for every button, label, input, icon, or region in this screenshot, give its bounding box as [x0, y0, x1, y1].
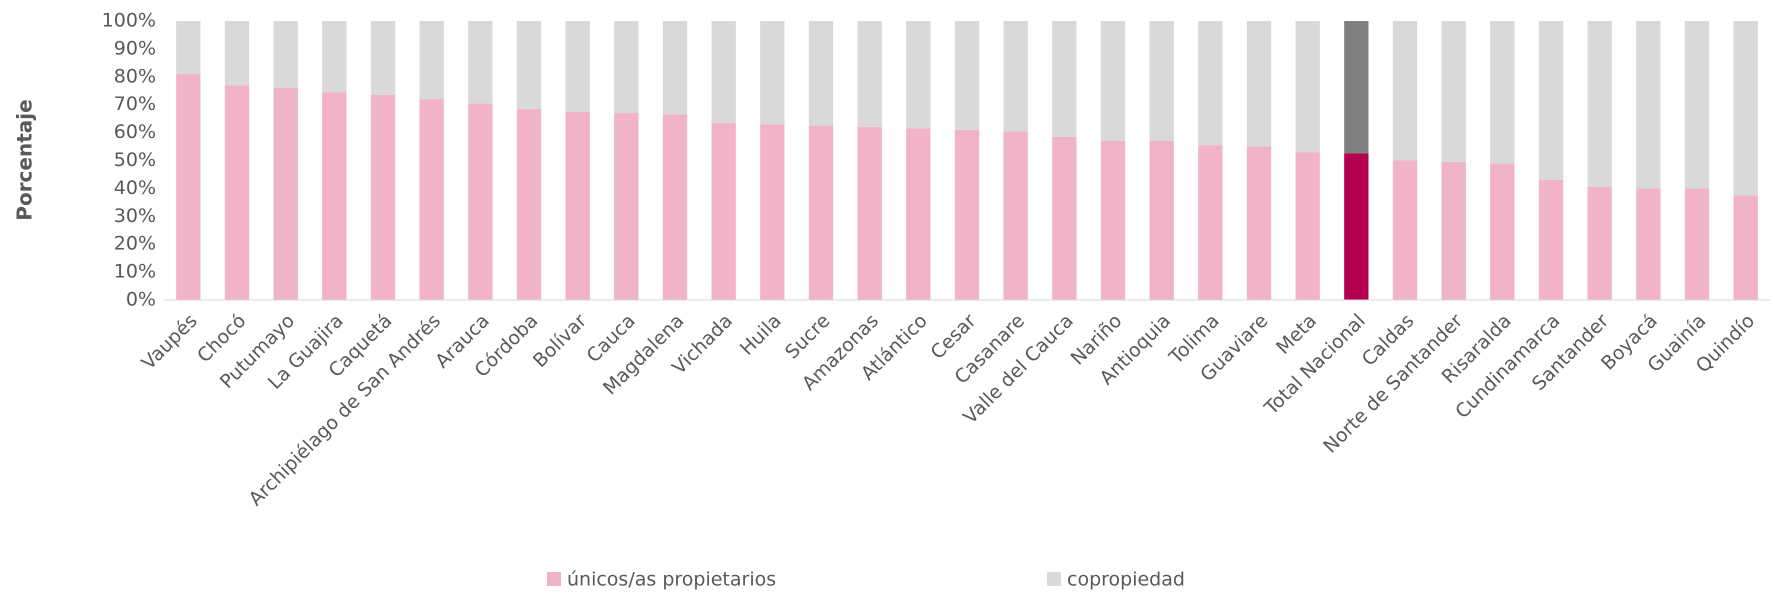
bar-segment: [906, 21, 931, 129]
bar-segment: [1003, 131, 1028, 300]
bar-segment: [857, 21, 882, 128]
x-tick-label: Vaupés: [138, 310, 202, 374]
bar-segment: [1246, 146, 1272, 300]
bar-segment: [1538, 180, 1564, 300]
bar-segment: [1100, 21, 1126, 141]
bar-segment: [1441, 21, 1466, 162]
bar-segment: [954, 21, 980, 130]
y-tick-label: 0%: [126, 289, 156, 311]
bar-segment: [808, 21, 834, 126]
bar-segment: [1246, 21, 1272, 147]
bar-segment: [1636, 188, 1661, 300]
y-tick-label: 20%: [114, 233, 156, 255]
bar-segment: [760, 124, 785, 300]
bar-segment: [565, 111, 590, 300]
y-tick-label: 40%: [114, 177, 156, 199]
bar-segment: [1636, 21, 1661, 189]
legend-swatch: [1047, 572, 1061, 586]
bar-segment: [370, 94, 396, 300]
bar-segment: [1295, 21, 1320, 153]
bar-segment: [1684, 21, 1710, 189]
bar-segment: [273, 87, 298, 301]
y-tick-label: 10%: [114, 261, 156, 283]
bar-segment: [370, 21, 396, 95]
bar-segment: [1392, 160, 1418, 300]
bar-segment: [1538, 21, 1564, 181]
bar-segment: [1149, 21, 1174, 141]
bar-segment: [273, 21, 298, 88]
bar-segment: [322, 21, 347, 93]
y-tick-label: 30%: [114, 205, 156, 227]
bar-segment: [565, 21, 590, 112]
bar-segment: [760, 21, 785, 125]
legend-label: únicos/as propietarios: [567, 569, 776, 591]
bar-segment: [1052, 136, 1077, 300]
bar-segment: [516, 108, 542, 300]
bar-segment: [1441, 161, 1466, 300]
bar-segment: [419, 21, 444, 100]
legend-swatch: [547, 572, 561, 586]
bar-segment: [954, 129, 980, 300]
bar-segment: [1490, 163, 1515, 300]
bar-segment: [1295, 152, 1320, 300]
y-tick-label: 80%: [114, 65, 156, 87]
bar-segment: [1198, 145, 1223, 300]
bar-segment: [419, 99, 444, 301]
bar-segment: [516, 21, 542, 109]
bar-segment: [711, 122, 736, 301]
bar-segment: [1052, 21, 1077, 137]
bar-segment: [1003, 21, 1028, 132]
bar-segment: [1587, 187, 1612, 300]
bar-segment: [711, 21, 736, 123]
bar-segment: [224, 85, 250, 300]
bar-segment: [808, 125, 834, 300]
bar-segment: [614, 21, 639, 114]
bar-segment: [614, 113, 639, 300]
bar-segment: [224, 21, 250, 86]
bar-segment: [468, 21, 493, 104]
bar-segment: [468, 103, 493, 301]
x-tick-label: Huila: [736, 310, 786, 360]
legend-label: copropiedad: [1067, 569, 1185, 591]
bar-segment: [906, 128, 931, 300]
y-tick-label: 90%: [114, 37, 156, 59]
y-tick-label: 50%: [114, 149, 156, 171]
y-axis-title: Porcentaje: [13, 99, 37, 220]
bar-segment: [1344, 153, 1369, 300]
bar-segment: [322, 92, 347, 301]
bar-segment: [1344, 21, 1369, 154]
y-tick-label: 70%: [114, 93, 156, 115]
bar-segment: [176, 74, 201, 300]
bar-segment: [1733, 21, 1758, 196]
bar-segment: [1100, 140, 1126, 300]
bar-segment: [176, 21, 201, 75]
bar-segment: [1733, 195, 1758, 300]
bar-segment: [857, 127, 882, 301]
bar-segment: [1587, 21, 1612, 188]
bar-segment: [662, 21, 688, 115]
bar-segment: [1149, 140, 1174, 300]
bar-segment: [662, 114, 688, 300]
bar-segment: [1392, 21, 1418, 161]
bar-segment: [1490, 21, 1515, 164]
y-tick-label: 100%: [102, 10, 156, 32]
bar-segment: [1684, 188, 1710, 300]
y-tick-label: 60%: [114, 121, 156, 143]
bar-segment: [1198, 21, 1223, 146]
x-tick-label: Bolívar: [529, 310, 591, 372]
